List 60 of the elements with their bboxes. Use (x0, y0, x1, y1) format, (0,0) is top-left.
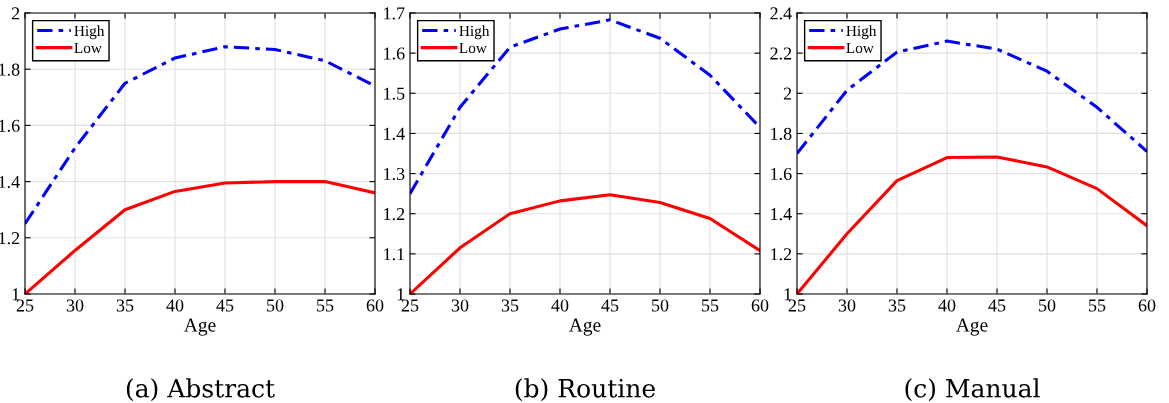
y-tick-label: 1.8 (771, 127, 792, 140)
x-tick-label: 45 (988, 299, 1006, 312)
x-tick-label: 25 (401, 299, 419, 312)
y-tick-label: 1.4 (771, 208, 792, 221)
x-tick-label: 45 (601, 299, 619, 312)
line-series (410, 18, 760, 196)
y-tick-label: 1.3 (384, 167, 405, 181)
x-tick-label: 50 (652, 299, 669, 312)
legend-label: High (846, 25, 877, 40)
x-tick-label: 55 (1089, 299, 1106, 312)
x-tick-label: 60 (751, 299, 769, 312)
y-tick-label: 2.4 (770, 7, 792, 20)
y-tick-label: 1.6 (384, 47, 405, 60)
x-tick-label: 55 (317, 299, 334, 312)
x-tick-label: 55 (702, 299, 719, 312)
y-tick-label: 1.2 (0, 232, 20, 245)
x-tick-label: 50 (1039, 299, 1056, 312)
y-tick-label: 1.4 (0, 175, 20, 189)
y-tick-label: 1.6 (0, 119, 20, 132)
y-tick-label: 1 (12, 288, 20, 301)
line-series (797, 39, 1147, 156)
y-tick-label: 2 (11, 7, 20, 20)
legend-label: Low (846, 42, 874, 54)
x-tick-label: 30 (66, 299, 84, 312)
x-tick-label: 25 (16, 299, 34, 312)
y-tick-label: 2.2 (770, 47, 792, 60)
x-tick-label: 35 (888, 299, 906, 312)
x-tick-label: 35 (501, 299, 519, 312)
x-tick-label: 25 (788, 299, 806, 312)
y-tick-label: 1.1 (384, 248, 405, 261)
legend-label: Low (459, 42, 487, 54)
x-tick-label: 40 (938, 299, 956, 312)
x-tick-label: 45 (216, 299, 234, 312)
y-tick-label: 1.6 (771, 167, 792, 181)
y-tick-label: 1.2 (384, 208, 405, 221)
legend-label: Low (74, 42, 102, 54)
y-tick-label: 1 (784, 288, 792, 301)
y-tick-label: 2 (783, 87, 792, 100)
legend-label: High (459, 25, 490, 40)
x-tick-label: 60 (1138, 299, 1156, 312)
x-axis-title: Age (568, 318, 601, 336)
y-tick-label: 1.8 (0, 63, 20, 76)
legend-label: High (74, 25, 105, 40)
y-tick-label: 1 (397, 288, 405, 301)
x-tick-label: 50 (267, 299, 284, 312)
x-tick-label: 35 (116, 299, 134, 312)
text: (a) Abstract (126, 378, 275, 402)
x-axis-title: Age (955, 318, 988, 336)
x-tick-label: 30 (451, 299, 469, 312)
x-tick-label: 30 (838, 299, 856, 312)
x-axis-title: Age (183, 318, 216, 336)
y-tick-label: 1.7 (384, 7, 405, 20)
text: (b) Routine (515, 378, 655, 402)
y-tick-label: 1.5 (384, 87, 405, 100)
x-tick-label: 40 (166, 299, 184, 312)
text: (c) Manual (905, 378, 1040, 402)
x-tick-label: 60 (366, 299, 384, 312)
y-tick-label: 1.2 (771, 248, 792, 261)
y-tick-label: 1.4 (384, 127, 405, 140)
x-tick-label: 40 (551, 299, 569, 312)
